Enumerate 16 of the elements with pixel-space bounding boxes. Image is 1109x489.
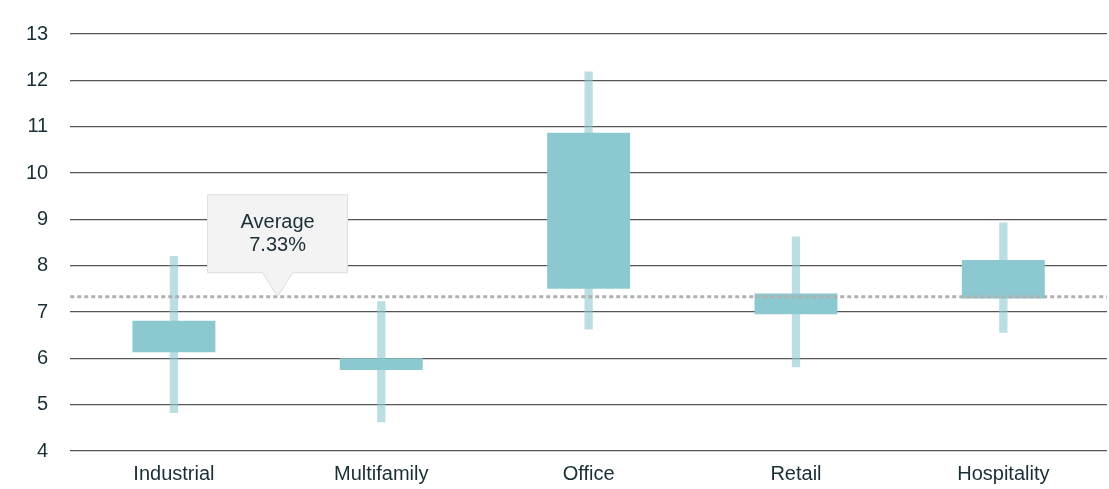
y-tick-label: 8	[37, 253, 49, 276]
x-tick-label: Office	[562, 461, 615, 484]
ref-line-label: Average 7.33%	[240, 209, 315, 255]
x-tick-label: Multifamily	[334, 461, 429, 484]
x-tick-label: Retail	[770, 461, 822, 484]
y-tick-label: 9	[37, 206, 49, 229]
y-tick-label: 10	[26, 160, 49, 183]
x-tick-label: Industrial	[133, 461, 215, 484]
y-tick-label: 12	[26, 67, 49, 90]
x-tick-label: Hospitality	[957, 461, 1050, 484]
y-tick-label: 4	[37, 438, 49, 461]
y-tick-label: 11	[27, 114, 49, 137]
y-tick-label: 7	[37, 299, 49, 322]
y-tick-label: 13	[26, 21, 49, 44]
y-tick-label: 5	[37, 392, 49, 415]
y-tick-label: 6	[37, 345, 49, 368]
